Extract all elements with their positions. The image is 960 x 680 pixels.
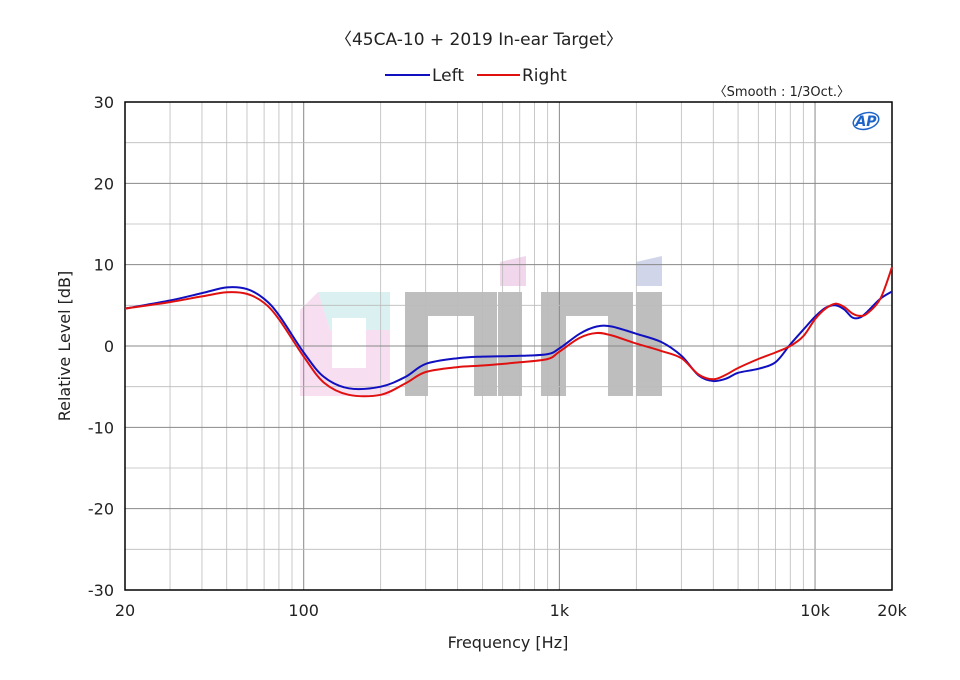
y-tick-label: 10 — [94, 256, 114, 275]
legend-label-left: Left — [432, 66, 464, 86]
smoothing-note: 〈Smooth : 1/3Oct.〉 — [714, 85, 850, 100]
y-tick-labels: 30 20 10 0 -10 -20 -30 — [88, 93, 114, 600]
series-line-right — [124, 266, 893, 398]
x-tick-label: 10k — [800, 601, 830, 620]
y-tick-label: 20 — [94, 174, 114, 193]
ap-logo: AP — [852, 111, 880, 131]
ap-logo-text: AP — [854, 114, 877, 130]
chart-title: 〈45CA-10 + 2019 In-ear Target〉 — [335, 30, 623, 50]
x-tick-label: 100 — [288, 601, 319, 620]
y-tick-label: -20 — [88, 500, 114, 519]
x-tick-label: 1k — [550, 601, 570, 620]
y-tick-label: 0 — [104, 337, 114, 356]
x-tick-labels: 20 100 1k 10k 20k — [115, 601, 908, 620]
plot-frame — [124, 101, 893, 591]
y-axis-label: Relative Level [dB] — [55, 271, 74, 422]
y-tick-label: -10 — [88, 418, 114, 437]
watermark-logo: eiri — [300, 256, 662, 396]
x-axis-label: Frequency [Hz] — [448, 633, 569, 652]
legend: Left Right — [385, 66, 567, 86]
y-tick-label: -30 — [88, 581, 114, 600]
x-tick-label: 20 — [115, 601, 135, 620]
series-layer — [124, 266, 893, 398]
y-tick-label: 30 — [94, 93, 114, 112]
x-tick-label: 20k — [877, 601, 907, 620]
legend-label-right: Right — [522, 66, 567, 86]
plot-grid — [125, 102, 892, 590]
